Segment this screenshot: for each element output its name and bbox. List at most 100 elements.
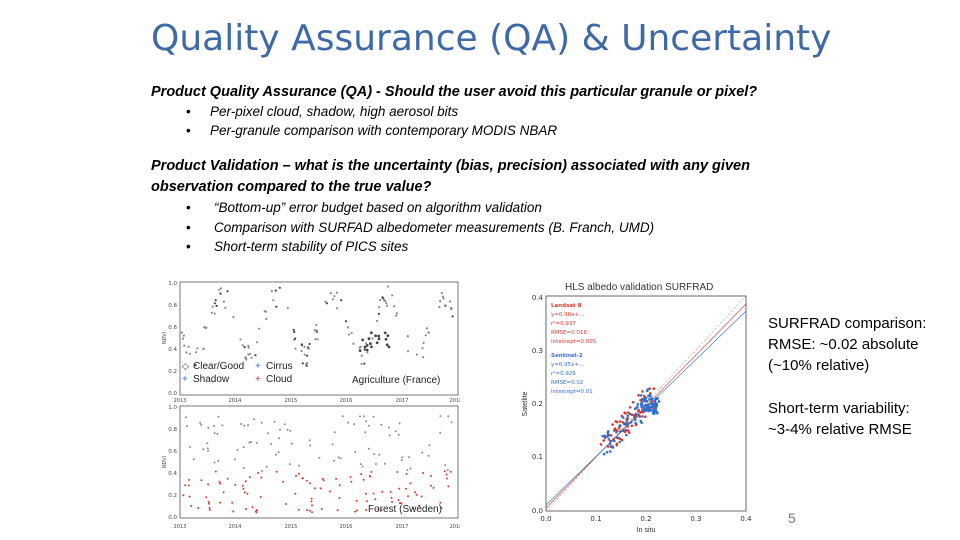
ndvi-point — [421, 347, 424, 350]
clear-point — [369, 342, 372, 345]
cloud-point — [282, 480, 285, 483]
slide-title: Quality Assurance (QA) & Uncertainty — [151, 18, 832, 59]
ndvi-point — [442, 297, 445, 300]
bottom-data-points — [182, 415, 453, 514]
ndvi-point — [294, 337, 297, 340]
cloud-point — [190, 505, 193, 507]
ndvi-point — [293, 330, 296, 333]
cloud-point — [257, 472, 260, 474]
legend-landsat: RMSE=0.018 — [551, 330, 587, 336]
legend-sentinel: r²=0.926 — [551, 370, 576, 377]
albedo-point — [644, 403, 648, 407]
ndvi-point — [393, 305, 396, 308]
cloud-point — [338, 497, 341, 499]
cloud-point — [188, 478, 191, 481]
cirrus-marker-icon: + — [255, 361, 261, 372]
cloud-point — [255, 511, 258, 514]
ndvi-point — [325, 302, 328, 305]
cloud-point — [446, 477, 449, 480]
albedo-point — [630, 424, 634, 428]
ndvi-point — [385, 302, 388, 305]
ndvi-point — [315, 323, 318, 326]
cloud-point — [260, 476, 263, 479]
clear-point — [370, 331, 373, 335]
ndvi-point — [308, 342, 311, 346]
ndvi-point — [306, 354, 309, 357]
clear-point — [375, 341, 379, 345]
ndvi-point — [439, 415, 442, 418]
albedo-point — [607, 438, 611, 441]
albedo-point — [626, 414, 629, 418]
albedo-point — [618, 440, 621, 444]
legend-landsat: r²=0.937 — [551, 320, 576, 327]
cloud-point — [313, 487, 316, 490]
albedo-point — [640, 405, 643, 408]
ndvi-point — [217, 459, 220, 462]
ndvi-point — [202, 347, 205, 350]
ndvi-point — [240, 423, 242, 425]
clear-point — [374, 334, 377, 338]
bottom-xtick: 2017 — [396, 524, 409, 530]
ndvi-point — [214, 299, 217, 302]
albedo-point — [657, 400, 661, 403]
cloud-point — [430, 484, 433, 487]
validation-bullet-2: • Comparison with SURFAD albedometer meas… — [186, 220, 655, 235]
ndvi-point — [384, 462, 386, 465]
ndvi-point — [247, 353, 250, 356]
cloud-point — [244, 480, 247, 483]
ndvi-point — [309, 444, 312, 447]
cloud-point — [259, 496, 262, 498]
albedo-point — [653, 400, 657, 404]
cloud-point — [182, 494, 185, 497]
ndvi-point — [213, 432, 216, 435]
legend-sentinel: y=0.95x+... — [551, 362, 584, 368]
cloud-point — [248, 476, 251, 479]
albedo-point — [637, 408, 640, 412]
ndvi-point — [278, 286, 281, 289]
ndvi-point — [395, 314, 398, 317]
cloud-point — [430, 474, 433, 477]
cloud-point — [246, 492, 249, 495]
cloud-point — [391, 500, 393, 503]
albedo-point — [634, 418, 637, 421]
scatter-xtick: 0.4 — [740, 515, 752, 523]
ndvi-point — [380, 423, 383, 426]
clear-point — [370, 345, 373, 349]
legend-sentinel: Intercept=0.01 — [551, 389, 593, 395]
ndvi-point — [261, 469, 264, 472]
albedo-point — [649, 402, 653, 405]
ndvi-point — [333, 295, 336, 298]
cloud-point — [226, 477, 229, 480]
clear-point — [386, 334, 390, 337]
albedo-point — [646, 403, 650, 407]
ndvi-point — [449, 300, 452, 303]
ndvi-point — [279, 428, 281, 431]
ndvi-point — [244, 356, 247, 360]
ndvi-point — [394, 430, 397, 433]
ndvi-point — [422, 341, 425, 344]
albedo-point — [636, 405, 639, 409]
legend-cirrus: Cirrus — [266, 361, 293, 372]
surfrad-note-line: (~10% relative) — [768, 357, 870, 374]
ndvi-point — [270, 289, 273, 293]
cloud-point — [188, 495, 191, 498]
ndvi-point — [406, 469, 409, 472]
cloud-point — [335, 477, 338, 480]
ndvi-point — [441, 295, 445, 298]
legend-landsat: Landsat 8 — [551, 303, 582, 309]
ndvi-point — [305, 364, 308, 367]
albedo-point — [603, 434, 607, 438]
cloud-marker-icon: + — [255, 374, 261, 385]
cloud-point — [397, 499, 400, 502]
cloud-point — [443, 470, 446, 473]
legend-sentinel: Sentinel-2 — [551, 353, 583, 359]
ndvi-point — [300, 343, 303, 346]
bottom-ytick: 0.4 — [168, 471, 177, 477]
albedo-point — [639, 410, 642, 414]
albedo-point — [639, 419, 642, 423]
albedo-point — [639, 394, 643, 397]
albedo-point — [655, 410, 658, 414]
ndvi-point — [395, 312, 398, 315]
cloud-point — [418, 504, 421, 507]
ndvi-point — [425, 327, 428, 330]
